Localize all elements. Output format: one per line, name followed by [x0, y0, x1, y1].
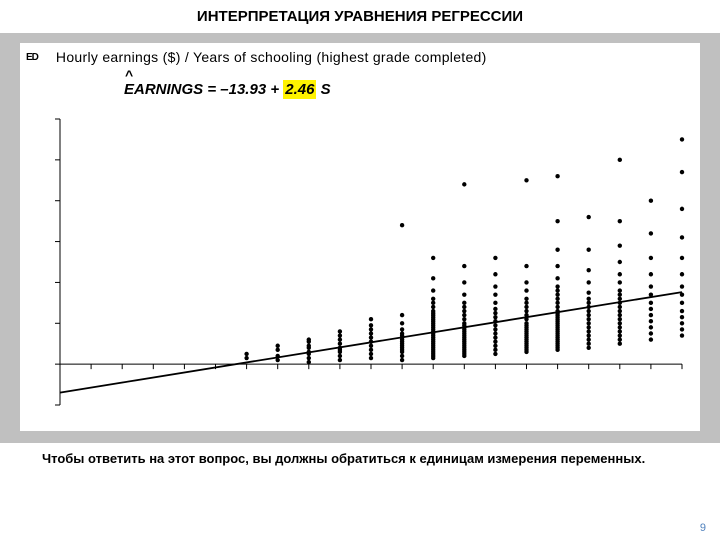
legend: ED Hourly earnings ($) / Years of school… — [26, 49, 487, 65]
legend-marker: ED — [26, 52, 38, 63]
legend-label: Hourly earnings ($) / Years of schooling… — [56, 49, 487, 65]
chart-container: ED Hourly earnings ($) / Years of school… — [0, 33, 720, 443]
page-number: 9 — [700, 522, 706, 534]
page-title: ИНТЕРПРЕТАЦИЯ УРАВНЕНИЯ РЕГРЕССИИ — [0, 0, 720, 33]
chart-area: ED Hourly earnings ($) / Years of school… — [20, 43, 700, 431]
caption-text: Чтобы ответить на этот вопрос, вы должны… — [42, 450, 678, 468]
scatter-plot — [30, 71, 690, 421]
